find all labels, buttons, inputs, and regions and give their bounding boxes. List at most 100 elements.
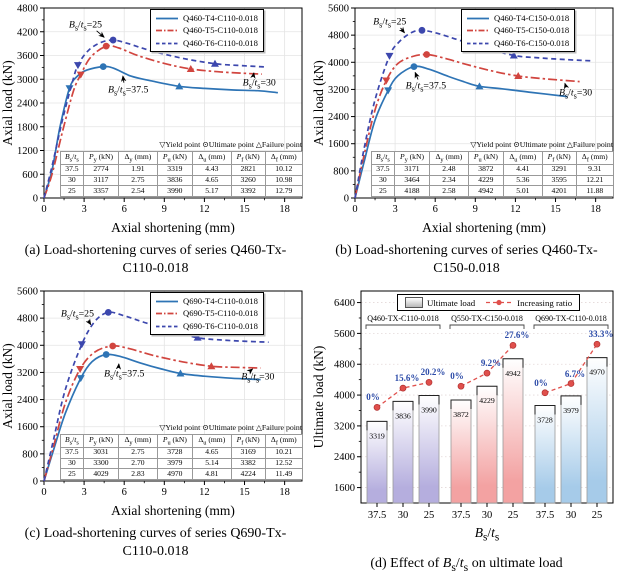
x-tick-label: 18 bbox=[279, 487, 290, 498]
embedded-table: Bs/ts Py (kN) Δy (mm) Pu (kN) Δu (mm) Pf (kN)… bbox=[60, 151, 304, 197]
legend: Q690-T4-C110-0.018 Q690-T5-C110-0.018 Q690… bbox=[150, 292, 264, 336]
x-tick-label: 30 bbox=[482, 510, 493, 521]
y-tick-label: 1600 bbox=[17, 422, 38, 433]
bar-value-label: 3872 bbox=[453, 410, 469, 419]
legend-label: Increasing ratio bbox=[517, 297, 573, 308]
bar-cap bbox=[560, 395, 582, 405]
embedded-table: Bs/ts Py (kN) Δy (mm) Pu (kN) Δu (mm) Pf (kN)… bbox=[371, 151, 615, 197]
annotation-arrow bbox=[96, 30, 105, 38]
table-row: 37.5 3031 2.75 3728 4.65 3169 10.21 bbox=[60, 446, 304, 459]
series-Q460-T6-C110-0.018 bbox=[43, 39, 266, 199]
table-header: Δf (mm) bbox=[264, 434, 304, 448]
x-tick-label: 3 bbox=[81, 487, 86, 498]
legend-item: Q690-T5-C110-0.018 bbox=[155, 307, 258, 319]
y-tick-label: 600 bbox=[22, 170, 38, 181]
failure-marker bbox=[176, 369, 185, 377]
legend-item: Q460-T4-C150-0.018 bbox=[466, 12, 569, 24]
line-chart-c: 0 3 6 9 12 15 18 0 800 1600 2400 3200 4000 4800 5600 Ax… bbox=[0, 283, 311, 521]
y-tick-label: 1600 bbox=[328, 139, 349, 150]
x-tick-label: 30 bbox=[398, 510, 409, 521]
y-tick-label: 4000 bbox=[334, 391, 355, 402]
ratio-label: 15.6% bbox=[394, 373, 420, 384]
yield-marker bbox=[76, 375, 85, 383]
bar-value-label: 3319 bbox=[369, 431, 385, 440]
point-legend: ▽Yield point ⊙Ultimate point △Failure po… bbox=[159, 140, 302, 149]
yield-marker bbox=[76, 71, 85, 79]
ratio-marker bbox=[425, 379, 433, 386]
bar-value-label: 4942 bbox=[505, 369, 521, 378]
x-tick-label: 12 bbox=[199, 487, 210, 498]
legend-item: Increasing ratio bbox=[485, 298, 572, 308]
table-header: Pf (kN) bbox=[230, 151, 266, 165]
caption-a: (a) Load-shortening curves of series Q46… bbox=[24, 243, 287, 276]
yield-marker bbox=[385, 52, 394, 60]
x-tick-label: 6 bbox=[433, 204, 438, 215]
ultimate-marker bbox=[99, 63, 107, 71]
annotation: Bs/ts=25 bbox=[60, 308, 94, 322]
annotation: Bs/ts=25 bbox=[373, 16, 407, 30]
table-header: Δu (mm) bbox=[192, 434, 232, 448]
table-header: Δf (mm) bbox=[264, 151, 304, 165]
table-header: Py (kN) bbox=[82, 434, 120, 448]
legend-item: Q460-T5-C150-0.018 bbox=[466, 24, 569, 36]
y-tick-label: 3200 bbox=[17, 368, 38, 379]
legend-label: Q460-T4-C110-0.018 bbox=[183, 13, 258, 23]
x-tick-label: 9 bbox=[162, 487, 167, 498]
annotation: Bs/ts=30 bbox=[558, 87, 593, 100]
y-tick-label: 4800 bbox=[17, 314, 38, 325]
embedded-table: Bs/ts Py (kN) Δy (mm) Pu (kN) Δu (mm) Pf (kN)… bbox=[60, 434, 304, 480]
group-bracket bbox=[449, 324, 525, 329]
legend-item: Ultimate load bbox=[405, 297, 475, 308]
x-tick-label: 6 bbox=[122, 204, 127, 215]
x-tick-label: 15 bbox=[550, 204, 561, 215]
yield-marker bbox=[77, 341, 86, 349]
legend-item: Q690-T4-C110-0.018 bbox=[155, 295, 258, 307]
x-tick-label: 12 bbox=[510, 204, 521, 215]
subplot-a: 0 3 6 9 12 15 18 0 600 1200 1800 2400 3000 3600 4200 48… bbox=[0, 0, 311, 283]
group-bracket bbox=[365, 324, 441, 329]
y-tick-label: 0 bbox=[33, 477, 38, 488]
ratio-marker bbox=[593, 340, 601, 348]
subplot-d: 1600 2400 3200 4000 4800 5600 6400 Ultimate loa… bbox=[311, 283, 622, 581]
y-tick-label: 3200 bbox=[334, 421, 355, 432]
ratio-marker bbox=[541, 389, 549, 397]
table-row: 37.5 3171 2.48 3872 4.41 3291 9.31 bbox=[371, 163, 615, 176]
legend-label: Ultimate load bbox=[427, 297, 476, 308]
caption-b: (b) Load-shortening curves of series Q46… bbox=[335, 243, 598, 276]
y-tick-label: 0 bbox=[344, 194, 349, 205]
x-tick-label: 15 bbox=[239, 204, 250, 215]
failure-marker bbox=[514, 72, 523, 80]
point-legend: ▽Yield point ⊙Ultimate point △Failure po… bbox=[470, 140, 613, 149]
table-header: Δy (mm) bbox=[118, 151, 158, 165]
failure-marker bbox=[210, 59, 219, 67]
x-tick-label: 6 bbox=[122, 487, 127, 498]
x-tick-label: 12 bbox=[199, 204, 210, 215]
y-axis-label: Axial load (kN) bbox=[311, 60, 326, 145]
bar-cap bbox=[476, 385, 498, 396]
annotation: Bs/ts=25 bbox=[68, 19, 103, 33]
point-legend: ▽Yield point ⊙Ultimate point △Failure po… bbox=[159, 423, 302, 432]
table-header: Pf (kN) bbox=[541, 151, 577, 165]
bar-cap bbox=[392, 400, 414, 411]
group-label: Q550-TX-C150-0.018 bbox=[451, 314, 523, 323]
bar-value-label: 3990 bbox=[421, 405, 437, 414]
y-axis-label: Axial load (kN) bbox=[0, 343, 15, 428]
series-Q460-T4-C150-0.018 bbox=[354, 65, 568, 199]
caption-c: (c) Load-shortening curves of series Q69… bbox=[24, 526, 287, 559]
ultimate-marker bbox=[109, 36, 117, 44]
annotation-arrow bbox=[121, 75, 127, 83]
line-chart-b: 0 3 6 9 12 15 18 0 800 1600 2400 3200 4000 4800 5600 Ax… bbox=[311, 0, 622, 238]
table-row: 25 4188 2.58 4942 5.01 4201 11.88 bbox=[371, 185, 615, 197]
annotation-arrow bbox=[414, 71, 420, 80]
ultimate-marker bbox=[423, 51, 431, 58]
failure-marker bbox=[509, 51, 518, 59]
failure-marker bbox=[193, 333, 202, 341]
subplot-c: 0 3 6 9 12 15 18 0 800 1600 2400 3200 4000 4800 5600 Ax… bbox=[0, 283, 311, 581]
legend: Q460-T4-C110-0.018 Q460-T5-C110-0.018 Q460… bbox=[150, 9, 264, 53]
x-tick-label: 3 bbox=[392, 204, 397, 215]
table-header: Δy (mm) bbox=[429, 151, 469, 165]
ratio-label: 33.3% bbox=[588, 329, 614, 340]
ultimate-marker bbox=[410, 63, 418, 71]
yield-marker bbox=[65, 85, 74, 93]
legend-label: Q460-T6-C110-0.018 bbox=[183, 37, 258, 48]
